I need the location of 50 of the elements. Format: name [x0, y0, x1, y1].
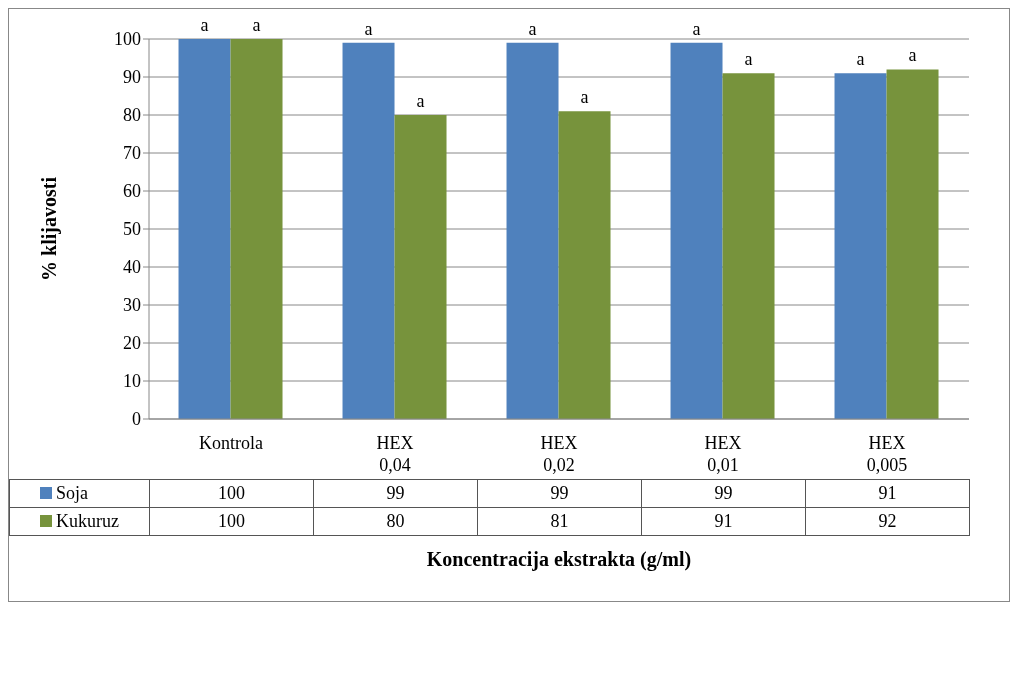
y-tick-label: 100: [114, 29, 141, 50]
x-axis-title: Koncentracija ekstrakta (g/ml): [425, 548, 693, 571]
x-tick-label: HEX 0,04: [376, 433, 414, 475]
y-tick-label: 0: [132, 409, 141, 430]
data-label: 80: [313, 507, 478, 536]
bar: [722, 73, 775, 419]
legend-label: Kukuruz: [9, 507, 150, 536]
data-label: 81: [477, 507, 642, 536]
bar: [886, 69, 939, 419]
annotation: a: [364, 18, 373, 39]
annotation: a: [692, 18, 701, 39]
bar: [558, 111, 611, 419]
data-label: 99: [641, 479, 806, 508]
annotation: a: [856, 49, 865, 70]
bar: [670, 42, 723, 419]
y-tick-label: 30: [123, 295, 141, 316]
bar: [834, 73, 887, 419]
bar: [230, 39, 283, 419]
y-tick-label: 50: [123, 219, 141, 240]
x-tick-label: Kontrola: [199, 433, 263, 453]
bar: [394, 115, 447, 419]
annotation: a: [416, 91, 425, 111]
annotation: a: [200, 15, 209, 35]
bar: [506, 42, 559, 419]
bar: [178, 39, 231, 419]
bar: [342, 42, 395, 419]
y-tick-label: 90: [123, 67, 141, 88]
y-tick-label: 20: [123, 333, 141, 354]
legend-label: Soja: [9, 479, 150, 508]
y-axis-title: % klijavosti: [38, 176, 62, 281]
x-tick-label: HEX 0,02: [540, 433, 578, 475]
data-label: 92: [805, 507, 970, 536]
y-tick-label: 70: [123, 143, 141, 164]
data-label: 91: [805, 479, 970, 508]
annotation: a: [528, 18, 537, 39]
x-tick-label: HEX 0,005: [866, 433, 908, 475]
data-label: 100: [149, 479, 314, 508]
y-tick-label: 80: [123, 105, 141, 126]
annotation: a: [744, 49, 753, 70]
annotation: a: [580, 87, 589, 108]
y-tick-label: 40: [123, 257, 141, 278]
y-tick-label: 60: [123, 181, 141, 202]
data-label: 100: [149, 507, 314, 536]
x-tick-label: HEX 0,01: [704, 433, 742, 475]
annotation: a: [252, 15, 261, 35]
data-label: 99: [477, 479, 642, 508]
annotation: a: [908, 45, 917, 66]
data-label: 91: [641, 507, 806, 536]
data-label: 99: [313, 479, 478, 508]
y-tick-label: 10: [123, 371, 141, 392]
